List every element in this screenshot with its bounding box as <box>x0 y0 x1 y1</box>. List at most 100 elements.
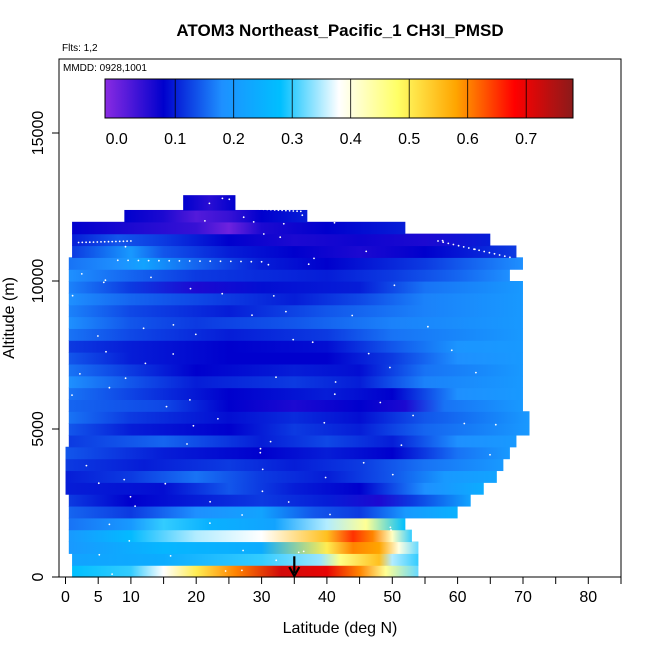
curtain-band <box>68 517 406 531</box>
sample-point <box>107 240 110 243</box>
sample-point <box>199 260 201 262</box>
sample-point <box>272 295 275 297</box>
curtain-band <box>68 494 471 507</box>
sample-point <box>118 240 121 243</box>
sample-point <box>147 259 150 262</box>
curtain-band <box>65 470 497 483</box>
curtain-band <box>65 482 484 495</box>
sample-point <box>509 256 511 259</box>
sample-point <box>261 468 264 471</box>
sample-point <box>124 245 127 248</box>
y-axis: 0 5000 10000 15000 <box>30 111 59 581</box>
sample-point <box>270 208 272 211</box>
sample-point <box>172 324 175 326</box>
sample-point <box>209 500 212 503</box>
sample-point <box>296 210 298 213</box>
sample-point <box>275 376 277 379</box>
sample-point <box>259 451 262 454</box>
sample-point <box>489 453 491 456</box>
down-arrow-icon <box>288 566 301 579</box>
sample-point <box>275 559 278 562</box>
sample-point <box>111 573 113 575</box>
curtain-band <box>72 565 419 578</box>
curtain-band <box>68 505 458 519</box>
sample-point <box>219 260 222 263</box>
curtain-band <box>68 541 419 554</box>
colorbar-tick-label: 0.2 <box>223 131 245 148</box>
sample-point <box>475 371 477 374</box>
sample-point <box>333 393 336 396</box>
sample-point <box>134 505 137 507</box>
x-axis-label: Latitude (deg N) <box>283 620 398 637</box>
sample-point <box>503 255 506 258</box>
sample-point <box>108 523 111 526</box>
curtain-band <box>68 257 523 270</box>
x-tick-label: 10 <box>122 589 140 606</box>
colorbar-tick-label: 0.7 <box>515 131 537 148</box>
sample-point <box>186 443 188 445</box>
x-tick-label: 5 <box>94 589 103 606</box>
y-tick-label: 5000 <box>30 411 47 447</box>
sample-point <box>79 373 81 375</box>
sample-point <box>150 276 152 279</box>
sample-point <box>102 281 105 284</box>
sample-point <box>473 248 475 251</box>
sample-point <box>288 209 291 212</box>
sample-point <box>362 461 365 464</box>
curtain-band <box>68 411 530 424</box>
curtain-band <box>68 375 523 389</box>
sample-point <box>168 259 171 262</box>
sample-point <box>209 522 211 524</box>
sample-point <box>85 241 87 244</box>
sample-point <box>269 440 272 443</box>
sample-point <box>251 207 254 210</box>
sample-point <box>277 209 280 212</box>
colorbar-swatch <box>104 78 574 119</box>
colorbar-tick-label: 0.1 <box>164 131 186 148</box>
curtain-band <box>68 292 523 306</box>
curtain-band <box>68 423 530 436</box>
sample-point <box>400 444 403 447</box>
sample-point <box>307 263 310 266</box>
sample-point <box>389 526 392 529</box>
curtain-band <box>68 340 523 353</box>
sample-point <box>71 394 73 396</box>
sample-point <box>209 260 212 263</box>
sample-point <box>281 209 283 212</box>
sample-point <box>351 314 354 317</box>
sample-point <box>194 333 197 336</box>
curtain-band <box>72 245 517 258</box>
curtain-band <box>72 553 419 566</box>
sample-point <box>241 569 243 572</box>
sample-point <box>299 210 302 213</box>
sample-point <box>334 381 337 383</box>
sample-point <box>85 464 88 467</box>
sample-points <box>71 197 511 575</box>
sample-point <box>391 473 394 476</box>
sample-point <box>126 240 128 243</box>
sample-point <box>204 220 206 222</box>
y-tick-label: 15000 <box>30 111 47 156</box>
x-tick-label: 20 <box>187 589 205 606</box>
x-tick-label: 0 <box>61 589 70 606</box>
sample-point <box>111 240 114 243</box>
sample-point <box>228 198 231 201</box>
sample-point <box>221 197 224 200</box>
sample-point <box>467 247 470 249</box>
curtain-band <box>68 269 510 282</box>
sample-point <box>104 279 107 282</box>
sample-point <box>241 514 244 516</box>
sample-point <box>96 241 99 243</box>
sample-point <box>92 241 95 244</box>
plot-frame <box>58 58 622 578</box>
sample-point <box>412 414 414 417</box>
curtain-band <box>68 316 523 329</box>
sample-point <box>255 208 257 210</box>
sample-point <box>260 260 263 263</box>
sample-point <box>116 259 119 262</box>
sample-point <box>260 534 262 537</box>
sample-point <box>393 284 396 287</box>
colorbar: 0.0 0.1 0.2 0.3 0.4 0.5 0.6 0.7 <box>104 78 574 148</box>
curtain-band <box>68 352 523 365</box>
x-tick-label: 70 <box>514 589 532 606</box>
